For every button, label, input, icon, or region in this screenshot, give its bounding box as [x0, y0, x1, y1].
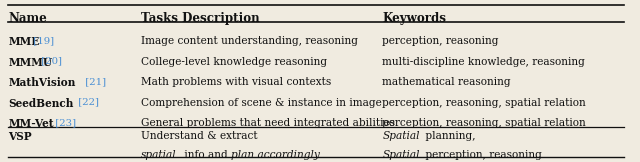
- Text: planning,: planning,: [422, 131, 476, 141]
- Text: perception, reasoning: perception, reasoning: [382, 36, 499, 46]
- Text: General problems that need integrated abilities: General problems that need integrated ab…: [141, 118, 395, 128]
- Text: MM-Vet: MM-Vet: [8, 118, 54, 129]
- Text: perception, reasoning, spatial relation: perception, reasoning, spatial relation: [382, 118, 586, 128]
- Text: [23]: [23]: [52, 118, 77, 127]
- Text: Keywords: Keywords: [382, 12, 446, 25]
- Text: VSP: VSP: [8, 131, 32, 142]
- Text: plan accordingly: plan accordingly: [230, 150, 319, 160]
- Text: Tasks Description: Tasks Description: [141, 12, 259, 25]
- Text: multi-discipline knowledge, reasoning: multi-discipline knowledge, reasoning: [382, 57, 585, 67]
- Text: [22]: [22]: [74, 98, 99, 107]
- Text: info and: info and: [180, 150, 230, 160]
- Text: MMMU: MMMU: [8, 57, 52, 68]
- Text: Name: Name: [8, 12, 47, 25]
- Text: perception, reasoning: perception, reasoning: [422, 150, 542, 160]
- Text: SeedBench: SeedBench: [8, 98, 74, 109]
- Text: Comprehension of scene & instance in image: Comprehension of scene & instance in ima…: [141, 98, 381, 108]
- Text: MME: MME: [8, 36, 40, 47]
- Text: perception, reasoning, spatial relation: perception, reasoning, spatial relation: [382, 98, 586, 108]
- Text: mathematical reasoning: mathematical reasoning: [382, 77, 511, 87]
- Text: spatial: spatial: [141, 150, 177, 160]
- Text: [19]: [19]: [30, 36, 54, 45]
- Text: Understand & extract: Understand & extract: [141, 131, 257, 141]
- Text: Spatial: Spatial: [382, 150, 420, 160]
- Text: [20]: [20]: [38, 57, 61, 66]
- Text: College-level knowledge reasoning: College-level knowledge reasoning: [141, 57, 327, 67]
- Text: Math problems with visual contexts: Math problems with visual contexts: [141, 77, 331, 87]
- Text: [21]: [21]: [82, 77, 106, 86]
- Text: Image content understanding, reasoning: Image content understanding, reasoning: [141, 36, 358, 46]
- Text: MathVision: MathVision: [8, 77, 76, 88]
- Text: Spatial: Spatial: [382, 131, 420, 141]
